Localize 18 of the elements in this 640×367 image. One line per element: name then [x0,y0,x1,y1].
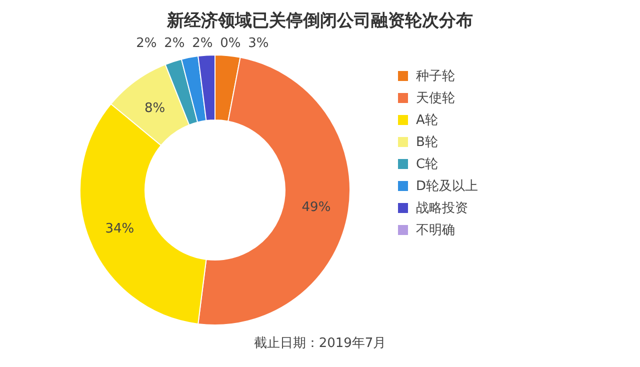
data-label: 2% [192,36,213,51]
chart-title: 新经济领域已关停倒闭公司融资轮次分布 [166,11,473,31]
data-label: 2% [136,36,157,51]
text: 截止日期：2019年7月 [254,336,386,351]
text: 0% [220,36,241,51]
legend-label: 天使轮 [416,91,455,106]
legend-label: 战略投资 [416,201,468,216]
data-label: 2% [164,36,185,51]
data-label: 34% [105,222,134,237]
data-label: 8% [144,101,166,116]
legend-label: B轮 [416,135,438,150]
data-label: 49% [302,200,331,216]
legend-label: A轮 [416,113,438,128]
legend-label: 种子轮 [416,69,455,84]
legend-label: C轮 [416,157,438,172]
legend-label: 不明确 [416,223,455,238]
legend-label: D轮及以上 [416,179,478,194]
data-label: 3% [248,36,269,51]
